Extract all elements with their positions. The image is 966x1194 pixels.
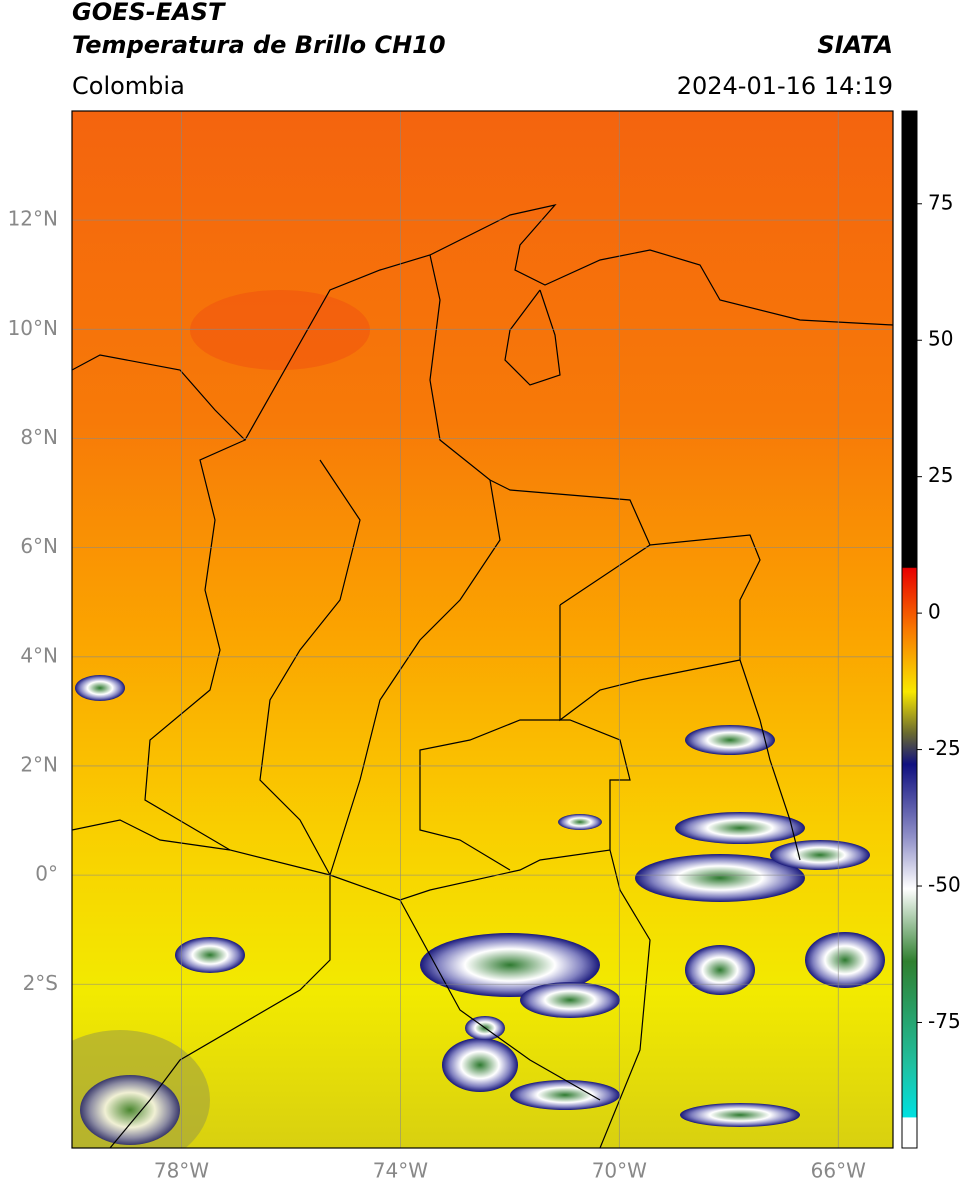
colorbar-tick-label: 0 (928, 600, 941, 624)
y-tick-label: 2°N (20, 752, 58, 776)
colorbar-tick-label: 50 (928, 327, 953, 351)
datetime: 2024-01-16 14:19 (677, 72, 893, 100)
colorbar-tick-label: 75 (928, 190, 953, 214)
colorbar-tick-label: -75 (928, 1009, 961, 1033)
title: GOES-EAST (72, 0, 226, 26)
y-tick-label: 8°N (20, 425, 58, 449)
x-tick-label: 70°W (592, 1159, 647, 1183)
y-tick-label: 10°N (8, 316, 58, 340)
colorbar-tick-label: -25 (928, 736, 961, 760)
subtitle: Temperatura de Brillo CH10 (72, 31, 446, 59)
colorbar-tick-label: 25 (928, 463, 953, 487)
map-frame (71, 110, 894, 1149)
y-tick-label: 0° (35, 862, 58, 886)
x-tick-label: 74°W (373, 1159, 428, 1183)
y-tick-label: 2°S (23, 971, 58, 995)
x-tick-label: 66°W (811, 1159, 866, 1183)
colorbar (901, 110, 918, 1149)
y-tick-label: 4°N (20, 643, 58, 667)
y-tick-label: 12°N (8, 207, 58, 231)
x-tick-label: 78°W (154, 1159, 209, 1183)
source: SIATA (817, 31, 893, 59)
colorbar-tick-label: -50 (928, 873, 961, 897)
graticule (72, 111, 893, 1148)
map-image (72, 111, 893, 1148)
region: Colombia (72, 72, 185, 100)
y-tick-label: 6°N (20, 534, 58, 558)
